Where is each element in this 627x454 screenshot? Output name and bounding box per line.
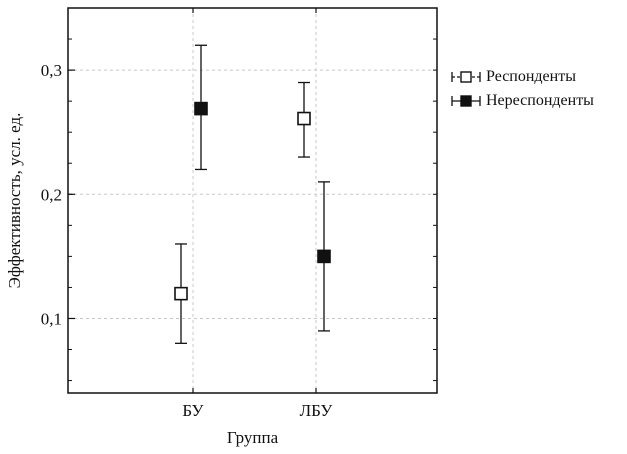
y-tick-label: 0,1 — [41, 309, 62, 328]
x-axis-label: Группа — [227, 428, 279, 447]
legend-item-respondents: Респонденты — [450, 66, 626, 90]
legend-label-nonrespondents: Нереспонденты — [486, 92, 594, 109]
y-tick-label: 0,3 — [41, 61, 62, 80]
x-tick-label: ЛБУ — [300, 401, 334, 420]
open-square-point — [297, 111, 311, 126]
plot-frame — [67, 7, 438, 394]
open-square-marker-icon — [451, 71, 481, 83]
open-square-point — [174, 286, 188, 301]
y-axis-label: Эффективность, усл. ед. — [5, 113, 24, 289]
x-tick-label: БУ — [182, 401, 204, 420]
y-tick-label: 0,2 — [41, 185, 62, 204]
legend-item-nonrespondents: Нереспонденты — [450, 90, 626, 114]
filled-square-point — [194, 101, 208, 116]
filled-square-marker-icon — [451, 95, 481, 107]
legend: Респонденты Нереспонденты — [450, 66, 626, 114]
legend-label-respondents: Респонденты — [486, 68, 576, 85]
filled-square-point — [317, 249, 331, 264]
